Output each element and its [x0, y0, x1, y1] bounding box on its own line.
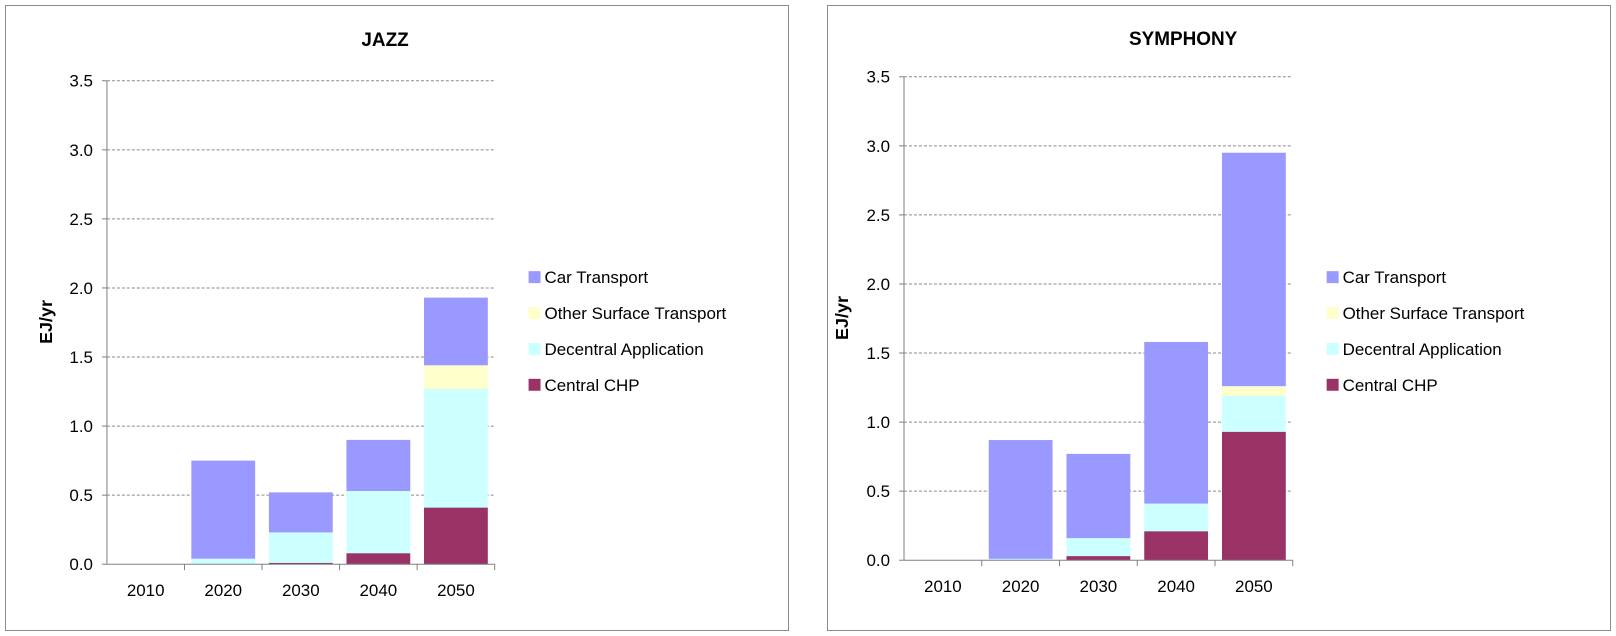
legend-label: Car Transport: [1343, 268, 1447, 287]
y-tick-label: 3.5: [69, 72, 93, 91]
legend-swatch: [1326, 271, 1339, 284]
x-tick-label: 2030: [282, 581, 320, 600]
y-tick-label: 2.5: [69, 210, 93, 229]
legend-swatch: [528, 271, 541, 284]
bar-segment: [424, 365, 488, 389]
x-tick-label: 2020: [204, 581, 242, 600]
bar-segment: [346, 553, 411, 565]
x-tick-label: 2020: [1002, 577, 1040, 596]
bar-segment: [268, 532, 333, 563]
y-tick-label: 0.5: [867, 482, 891, 501]
bar-segment: [1221, 152, 1286, 387]
y-tick-label: 1.5: [867, 344, 891, 363]
bar-segment: [268, 562, 333, 565]
legend-label: Decentral Application: [1343, 340, 1502, 359]
bar-segment: [988, 440, 1053, 559]
y-axis-label: EJ/yr: [832, 296, 852, 340]
bar-segment: [191, 460, 256, 559]
legend-label: Central CHP: [545, 376, 640, 395]
bar-segment: [988, 558, 1053, 561]
legend-swatch: [1326, 307, 1339, 319]
y-tick-label: 3.5: [867, 68, 891, 87]
y-axis-label: EJ/yr: [36, 300, 56, 344]
bar-segment: [268, 492, 333, 533]
bar-segment: [1144, 531, 1209, 561]
legend-swatch: [528, 378, 541, 391]
x-tick-label: 2050: [1235, 577, 1273, 596]
legend-label: Car Transport: [545, 268, 649, 287]
bar-segment: [424, 507, 488, 565]
legend-label: Other Surface Transport: [545, 304, 727, 323]
x-tick-label: 2040: [360, 581, 398, 600]
legend-label: Other Surface Transport: [1343, 304, 1525, 323]
bar-segment: [1144, 341, 1209, 504]
x-tick-label: 2030: [1080, 577, 1118, 596]
bar-segment: [346, 439, 411, 492]
y-tick-label: 1.0: [69, 417, 93, 436]
bar-segment: [424, 388, 488, 508]
bar-segment: [1221, 431, 1286, 561]
y-tick-label: 3.0: [69, 141, 93, 160]
bar-segment: [1221, 395, 1286, 432]
y-tick-label: 0.5: [69, 486, 93, 505]
bar-segment: [191, 558, 256, 565]
x-tick-label: 2010: [924, 577, 962, 596]
y-tick-label: 1.0: [867, 413, 891, 432]
x-tick-label: 2040: [1157, 577, 1195, 596]
legend-label: Decentral Application: [545, 340, 704, 359]
chart-svg-jazz: JAZZ EJ/yr 0.0 0.5 1.0 1.5 2.0 2.5 3.0 3.5 2010 2…: [36, 30, 727, 600]
chart-panel-jazz: JAZZ EJ/yr 0.0 0.5 1.0 1.5 2.0 2.5 3.0 3.5 2010 2…: [5, 5, 789, 631]
bar-segment: [1066, 538, 1131, 557]
y-tick-label: 2.5: [867, 206, 891, 225]
legend-swatch: [1326, 378, 1339, 391]
chart-panel-symphony: SYMPHONY EJ/yr 0.0 0.5 1.0 1.5 2.0 2.5 3.0 3.5 2…: [827, 5, 1611, 631]
y-tick-label: 1.5: [69, 348, 93, 367]
legend-swatch: [528, 342, 541, 355]
bar-segment: [1221, 386, 1286, 396]
bar-segment: [1066, 453, 1131, 539]
chart-title: SYMPHONY: [1129, 29, 1238, 50]
bar-segment: [424, 297, 488, 366]
x-tick-label: 2050: [437, 581, 475, 600]
x-tick-label: 2010: [127, 581, 165, 600]
legend-swatch: [1326, 342, 1339, 355]
bar-segment: [346, 491, 411, 554]
legend-label: Central CHP: [1343, 376, 1438, 395]
bar-segment: [1144, 503, 1209, 532]
bar-segment: [1066, 556, 1131, 561]
y-tick-label: 3.0: [867, 137, 891, 156]
y-tick-label: 2.0: [69, 279, 93, 298]
chart-svg-symphony: SYMPHONY EJ/yr 0.0 0.5 1.0 1.5 2.0 2.5 3.0 3.5 2…: [832, 29, 1525, 596]
y-tick-label: 2.0: [867, 275, 891, 294]
legend-swatch: [528, 307, 541, 319]
y-tick-label: 0.0: [867, 551, 891, 570]
y-tick-label: 0.0: [69, 555, 93, 574]
chart-title: JAZZ: [361, 30, 409, 51]
